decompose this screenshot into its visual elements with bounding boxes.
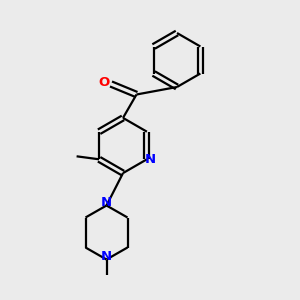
Text: N: N	[101, 196, 112, 209]
Text: O: O	[99, 76, 110, 89]
Text: N: N	[144, 153, 155, 166]
Text: N: N	[101, 250, 112, 263]
